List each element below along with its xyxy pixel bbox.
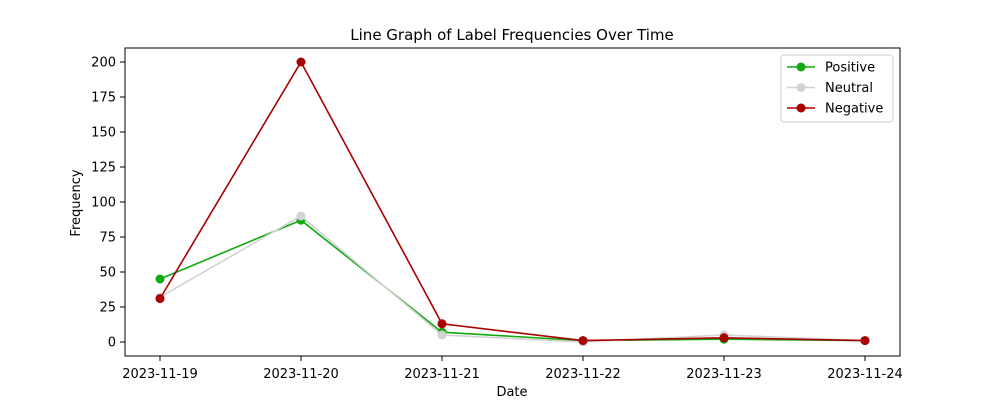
y-tick-label: 25 bbox=[99, 301, 116, 316]
x-axis-label: Date bbox=[496, 385, 527, 400]
legend: Positive Neutral Negative bbox=[780, 54, 894, 123]
legend-box bbox=[780, 54, 894, 123]
legend-marker-negative bbox=[796, 103, 806, 113]
data-point-neutral bbox=[437, 330, 447, 340]
legend-label-negative: Negative bbox=[825, 102, 883, 117]
data-point-negative bbox=[578, 336, 588, 346]
x-tick-label: 2023-11-22 bbox=[545, 367, 621, 382]
legend-marker-positive bbox=[796, 62, 806, 72]
data-point-negative bbox=[155, 294, 165, 304]
x-tick-label: 2023-11-21 bbox=[404, 367, 480, 382]
data-point-negative bbox=[719, 333, 729, 343]
y-tick-label: 150 bbox=[91, 126, 116, 141]
series-line-negative bbox=[159, 60, 866, 342]
data-point-negative bbox=[296, 57, 306, 67]
y-tick-label: 0 bbox=[108, 336, 116, 351]
legend-marker-neutral bbox=[796, 83, 806, 92]
axes-layer: 0 25 50 75 100 125 150 175 200 2023-11-19 2023-11-… bbox=[91, 47, 903, 382]
y-axis-label: Frequency bbox=[69, 169, 84, 236]
data-point-positive bbox=[155, 274, 165, 284]
series-layer bbox=[155, 57, 870, 347]
chart-title: Line Graph of Label Frequencies Over Tim… bbox=[350, 26, 673, 44]
x-tick-label: 2023-11-20 bbox=[263, 367, 339, 382]
series-line-positive bbox=[159, 219, 866, 342]
x-tick-label: 2023-11-23 bbox=[686, 367, 762, 382]
series-line-neutral bbox=[159, 215, 866, 343]
data-point-negative bbox=[860, 336, 870, 346]
y-tick-label: 75 bbox=[99, 231, 116, 246]
y-tick-label: 175 bbox=[91, 91, 116, 106]
data-point-neutral bbox=[296, 211, 306, 221]
y-tick-label: 200 bbox=[91, 56, 116, 71]
data-point-negative bbox=[437, 319, 447, 329]
y-tick-label: 100 bbox=[91, 196, 116, 211]
legend-label-neutral: Neutral bbox=[825, 81, 873, 96]
y-tick-label: 125 bbox=[91, 161, 116, 176]
x-tick-label: 2023-11-19 bbox=[122, 367, 198, 382]
legend-label-positive: Positive bbox=[825, 61, 875, 76]
x-tick-label: 2023-11-24 bbox=[827, 367, 903, 382]
y-tick-label: 50 bbox=[99, 266, 116, 281]
